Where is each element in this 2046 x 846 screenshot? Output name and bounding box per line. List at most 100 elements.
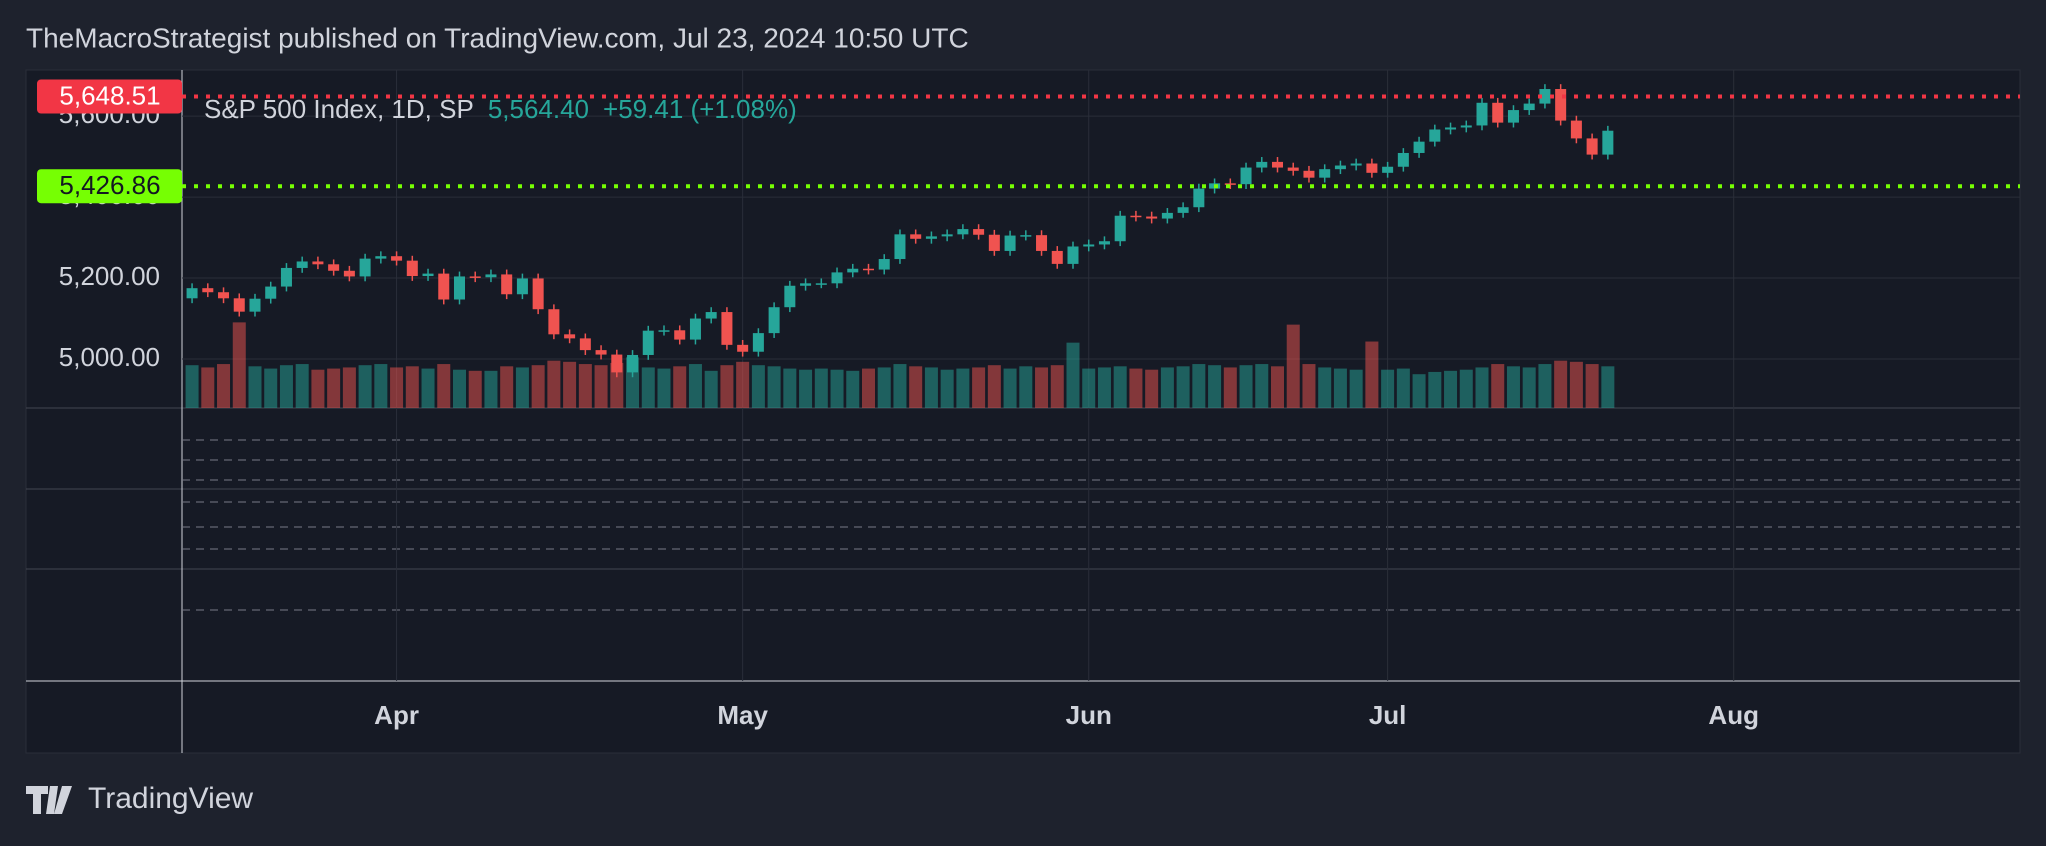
candle-body [1334,165,1346,170]
panes [26,70,2020,753]
candle-body [296,261,308,268]
candle-body [1586,138,1598,155]
volume-bar [877,367,891,408]
volume-bar [327,368,341,408]
candle-body [1036,235,1048,251]
volume-bar [1381,369,1395,408]
candle-body [1114,215,1126,242]
volume-bar [1349,369,1363,408]
volume-bar [1003,368,1017,408]
volume-bar [390,367,404,408]
volume-bar [421,368,435,408]
candle-body [1476,102,1488,126]
level-label-box [37,169,182,204]
volume-bar [1239,365,1253,408]
volume-bar [1475,367,1489,408]
candle-body [988,234,1000,251]
volume-bar [893,364,907,408]
candle-body [453,276,465,300]
volume-bar [594,365,608,408]
level-label: 5,648.51 [59,80,160,110]
candle-body [1555,89,1567,121]
candle-body [1492,102,1504,123]
volume-bar [814,368,828,408]
candle-body [1067,246,1079,264]
candle-body [800,283,812,286]
volume-bar [452,369,466,408]
candle-body [579,338,591,351]
candle-body [1507,110,1519,123]
candle-body [218,292,230,299]
candle-body [611,354,623,373]
candle-body [564,334,576,339]
volume-bar [515,367,529,408]
candle-body [689,318,701,340]
volume-bar [1255,364,1269,408]
volume-bar [1035,367,1049,408]
volume-bar [1365,341,1379,408]
volume-bar [1444,370,1458,408]
candle-body [1051,250,1063,264]
candle-body [1350,163,1362,166]
candle-body [328,264,340,271]
candle-body [1098,241,1110,245]
candle-body [831,272,843,284]
candle-body [1382,166,1394,173]
volume-bar [720,365,734,408]
volume-bar [1160,367,1174,408]
candle-body [548,309,560,335]
volume-bar [358,365,372,408]
volume-bar [972,367,986,408]
volume-bar [1302,364,1316,408]
chart-frame [25,69,2021,754]
volume-bar [311,369,325,408]
candle-body [249,298,261,312]
volume-bar [201,367,215,408]
candle-body [485,274,497,278]
volume-bar [1129,368,1143,408]
candle-body [422,273,434,277]
candle-body [1602,130,1614,155]
candle-body [406,260,418,277]
volume-bar [641,367,655,408]
volume-bar [405,366,419,408]
volume-bar [295,364,309,408]
candle-body [532,278,544,310]
logo: TradingView [88,782,253,815]
candle-body [1319,169,1331,178]
volume-bar [1506,366,1520,408]
candle-body [973,229,985,235]
volume-bar [342,367,356,408]
volume-bar [1145,369,1159,408]
volume-bar [563,361,577,408]
legend-change: +59.41 (+1.08%) [603,94,797,124]
volume-bar [264,368,278,408]
volume-bar [1113,366,1127,408]
candle-body [878,259,890,270]
candle-body [1539,89,1551,104]
volume-bar [909,366,923,408]
candle-body [862,268,875,271]
volume-bar [1318,367,1332,408]
candle-body [1429,129,1441,142]
level-label-box [37,79,182,114]
candle-body [1413,141,1425,153]
volume-bar [1208,365,1222,408]
x-tick-label: May [717,700,768,730]
candle-body [312,261,324,265]
volume-bar [248,366,262,408]
candle-body [1020,235,1032,237]
candle-body [721,312,733,345]
candle-body [469,276,481,278]
volume-bar [830,369,844,408]
volume-bar [1459,369,1473,408]
candle-body [752,333,764,352]
volume-bar [1270,366,1285,408]
candle-body [925,236,937,239]
candle-body [343,270,355,277]
logo-icon [26,786,72,814]
volume-bar [1554,360,1568,408]
volume-bar [1082,368,1096,408]
